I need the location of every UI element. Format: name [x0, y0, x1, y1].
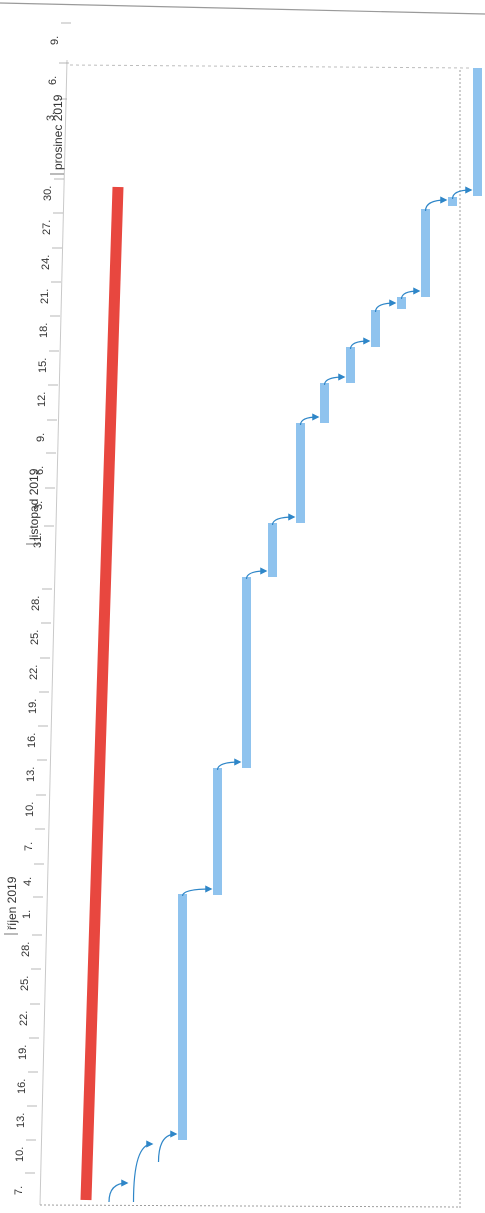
chart-top-edge — [69, 64, 471, 69]
summary-bar — [80, 186, 124, 1201]
tick-label: 16. — [26, 733, 38, 748]
task-bar — [448, 197, 457, 206]
task-bar — [268, 523, 277, 577]
timescale-divider — [39, 59, 68, 1206]
tick-label: 24. — [40, 255, 52, 270]
tick-label: 3. — [33, 501, 45, 510]
tick-label: 22. — [28, 665, 40, 680]
task-bar — [213, 768, 222, 895]
tick-label: 16. — [16, 1079, 28, 1094]
month-label: listopad 2019 — [27, 468, 41, 540]
task-bar — [397, 297, 406, 309]
task-bar — [371, 310, 380, 347]
tick-label: 7. — [23, 842, 35, 851]
tick-label: 25. — [29, 630, 41, 645]
task-bar — [421, 209, 430, 297]
dependency-arrow — [323, 373, 346, 386]
tick-label: 28. — [30, 596, 42, 611]
dependency-arrow — [245, 567, 268, 580]
tick-label: 7. — [13, 1186, 25, 1195]
tick-label: 27. — [41, 220, 53, 235]
tick-label: 25. — [19, 976, 31, 991]
top-border — [0, 2, 485, 15]
dependency-arrow — [181, 885, 213, 897]
tick-label: 13. — [25, 767, 37, 782]
task-bar — [346, 347, 355, 383]
tick-label: 12. — [36, 392, 48, 407]
tick-label: 6. — [47, 76, 59, 85]
dependency-arrow — [132, 1140, 154, 1203]
tick-label: 18. — [38, 323, 50, 338]
tick-label: 28. — [20, 942, 32, 957]
tick-label: 9. — [49, 36, 61, 45]
tick-label: 21. — [39, 289, 51, 304]
tick-label: 1. — [21, 910, 33, 919]
tick-label: 9. — [35, 433, 47, 442]
tick-label: 22. — [18, 1011, 30, 1026]
task-bar — [473, 68, 482, 196]
month-label: říjen 2019 — [5, 876, 19, 930]
tick-label: 6. — [34, 466, 46, 475]
gantt-bars — [80, 68, 482, 1203]
tick-label: 4. — [22, 877, 34, 886]
task-bar — [296, 423, 305, 523]
dependency-arrow — [108, 1179, 129, 1203]
dependency-arrow — [157, 1130, 178, 1163]
dependency-arrow — [424, 196, 448, 212]
dependency-arrow — [400, 287, 421, 300]
dependency-arrow — [299, 413, 320, 426]
dependency-arrow — [349, 337, 371, 350]
tick-label: 19. — [27, 699, 39, 714]
dependency-arrow — [216, 758, 242, 771]
tick-label: 10. — [24, 802, 36, 817]
tick-label: 30. — [42, 186, 54, 201]
task-bar — [242, 577, 251, 768]
dependency-arrow — [451, 186, 473, 200]
tick-label: 19. — [17, 1045, 29, 1060]
month-label: prosinec 2019 — [51, 94, 65, 170]
tick-label: 3. — [45, 112, 57, 121]
tick-label: 10. — [14, 1147, 26, 1162]
task-bar — [178, 894, 187, 1140]
tick-label: 13. — [15, 1113, 27, 1128]
tick-label: 15. — [37, 358, 49, 373]
time-scale: 7. 10. 13. 16. 19. 22. 25. 28. 1. 4. 7. 10. 13. 16. 19… — [4, 22, 71, 1195]
chart-bottom-edge — [39, 1204, 461, 1208]
dependency-arrow — [374, 299, 397, 313]
dependency-arrow — [271, 513, 296, 526]
task-bar — [320, 383, 329, 423]
